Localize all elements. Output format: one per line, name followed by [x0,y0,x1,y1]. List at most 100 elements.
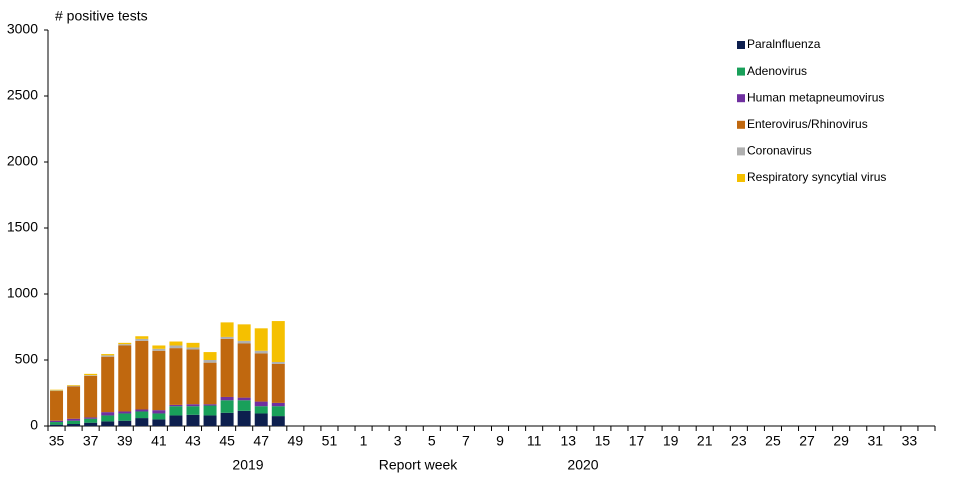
bar-segment [237,400,251,411]
bar-segment [169,404,183,407]
x-tick-label: 45 [219,433,235,449]
legend-label: Enterovirus/Rhinovirus [747,117,868,131]
bar-segment [271,402,285,407]
y-tick-label: 1500 [7,219,38,235]
bar-segment [254,350,268,354]
x-tick-label: 27 [799,433,815,449]
bar-segment [152,350,166,411]
legend-swatch [737,67,745,76]
legend-swatch [737,174,745,182]
bar-segment [186,406,200,415]
bar-segment [271,363,285,403]
year-label: 2019 [232,457,263,473]
bar-segment [118,342,132,345]
x-tick-label: 43 [185,433,201,449]
bar-segment [135,409,149,412]
x-tick-label: 19 [663,433,679,449]
x-axis-title: Report week [379,457,459,473]
bar-segment [237,410,251,426]
bar-segment [84,375,98,376]
bar-segment [254,353,268,402]
bar-segment [169,341,183,346]
y-tick-label: 1000 [7,285,38,301]
bar-segment [203,415,217,426]
bar-segment [50,391,64,421]
bar-segment [118,420,132,426]
bar-segment [152,413,166,420]
bar-segment [50,422,64,425]
bar-segment [169,415,183,426]
legend-swatch [737,94,745,103]
bar-segment [220,338,234,397]
bar-segment [101,415,115,422]
legend-label: Coronavirus [747,144,812,158]
bar-segment [67,386,81,419]
bar-segment [203,352,217,360]
bar-segment [169,406,183,416]
bar-segment [237,340,251,344]
bar-segment [237,324,251,341]
bar-segment [101,354,115,356]
bar-segment [84,422,98,426]
bar-segment [135,336,149,339]
x-tick-label: 33 [902,433,918,449]
x-tick-label: 31 [868,433,884,449]
bar-segment [50,390,64,392]
bar-segment [254,401,268,407]
x-tick-label: 11 [527,433,542,449]
bar-segment [84,418,98,423]
bar-segment [135,418,149,426]
x-tick-label: 35 [49,433,65,449]
x-tick-label: 25 [765,433,781,449]
bar-segment [220,322,234,337]
y-tick-label: 500 [15,351,39,367]
bar-segment [186,349,200,405]
x-tick-label: 37 [83,433,99,449]
y-tick-label: 3000 [7,21,38,37]
bar-segment [50,389,64,391]
bar-segment [118,411,132,414]
bar-segment [101,355,115,357]
bar-segment [84,375,98,418]
x-tick-label: 49 [288,433,304,449]
bar-segment [169,345,183,349]
bar-segment [203,405,217,416]
y-tick-label: 2000 [7,153,38,169]
x-tick-label: 17 [629,433,645,449]
bar-segment [152,419,166,426]
bar-segment [203,360,217,363]
x-tick-label: 1 [360,433,368,449]
x-tick-label: 41 [151,433,167,449]
legend-swatch [737,147,745,156]
bar-segment [118,344,132,346]
legend-swatch [737,120,745,129]
x-tick-label: 5 [428,433,436,449]
bar-segment [67,418,81,421]
bar-segment [237,343,251,398]
legend-label: Paralnfluenza [747,37,821,51]
bar-segment [50,424,64,426]
bar-segment [135,338,149,341]
bar-segment [135,340,149,410]
bar-segment [101,421,115,426]
bar-segment [152,345,166,349]
bar-segment [101,412,115,416]
bar-segment [220,336,234,339]
bar-segment [220,400,234,413]
x-tick-label: 21 [697,433,713,449]
legend-swatch [737,41,745,49]
bar-segment [135,411,149,419]
year-label: 2020 [567,457,598,473]
x-tick-label: 39 [117,433,133,449]
bar-segment [84,373,98,376]
legend-label: Adenovirus [747,64,807,78]
legend-label: Human metapneumovirus [747,90,884,104]
bar-segment [254,328,268,351]
bar-segment [220,396,234,401]
bar-segment [237,397,251,401]
bar-segment [271,321,285,362]
bar-segment [254,406,268,414]
y-tick-label: 0 [30,417,38,433]
y-tick-label: 2500 [7,87,38,103]
